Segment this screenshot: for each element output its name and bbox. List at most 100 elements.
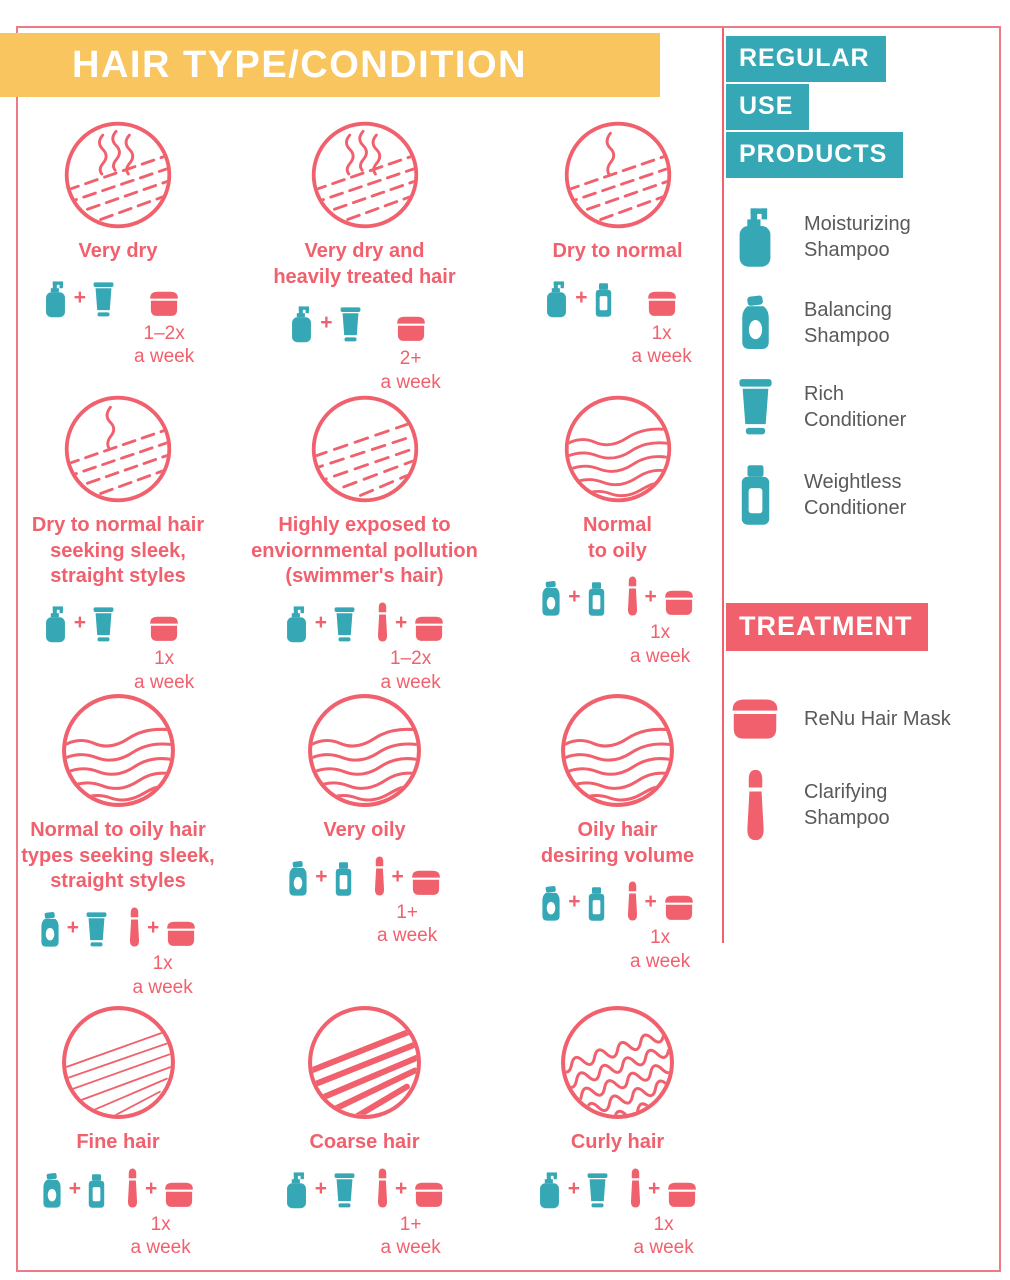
rich-icon <box>84 911 109 948</box>
hair-type-cell-very-dry-treated: Very dry and heavily treated hair + 2+ a… <box>218 118 511 395</box>
mask-icon <box>147 289 181 318</box>
clarifying-icon <box>628 1167 643 1209</box>
hair-condition-icon <box>557 690 678 811</box>
treatment-products-legend: ReNu Hair Mask Clarifying Shampoo <box>726 695 1004 844</box>
legend-item-moisturizing-shampoo: Moisturizing Shampoo <box>726 206 1004 268</box>
hair-type-cell-fine: Fine hair + + 1x a week <box>18 1002 218 1260</box>
hair-type-cell-very-dry: Very dry + 1–2x a week <box>18 118 218 369</box>
treatment-group: 1x a week <box>134 600 194 695</box>
hair-type-label: Dry to normal hair seeking sleek, straig… <box>31 514 205 588</box>
regular-products-group: + <box>536 1166 610 1209</box>
page-title: HAIR TYPE/CONDITION <box>72 43 527 86</box>
hair-type-cell-oily-volume: Oily hair desiring volume + + 1x a week <box>511 690 724 974</box>
moisturizing-icon <box>288 305 315 343</box>
product-recommendation: + + 1x a week <box>38 905 199 1000</box>
balancing-icon <box>40 1172 64 1209</box>
mask-icon <box>728 695 782 742</box>
treatment-group: 1–2x a week <box>134 275 194 370</box>
hair-type-label: Normal to oily <box>583 514 652 562</box>
treatment-group: 1x a week <box>632 275 692 370</box>
frequency-label: 2+ a week <box>380 348 441 393</box>
regular-products-group: + <box>38 905 109 948</box>
regular-products-group: + <box>42 275 116 318</box>
moisturizing-icon <box>283 605 310 643</box>
hair-condition-icon <box>304 690 425 811</box>
legend-item-renu-hair-mask: ReNu Hair Mask <box>726 695 1004 742</box>
legend-icon-box <box>726 206 784 268</box>
plus-separator: + <box>68 1176 81 1200</box>
legend-icon-box <box>726 463 784 527</box>
product-recommendation: + 1x a week <box>543 275 692 370</box>
weightless-icon <box>593 282 614 318</box>
product-recommendation: + + 1–2x a week <box>283 600 447 695</box>
plus-separator: + <box>315 864 328 888</box>
hair-type-grid: Very dry + 1–2x a week Very dry and heav… <box>18 118 724 1260</box>
treatment-header: TREATMENT <box>726 603 929 651</box>
hair-condition-icon <box>61 118 175 232</box>
hair-type-label: Fine hair <box>76 1131 160 1153</box>
hair-type-cell-very-oily: Very oily + + 1+ a week <box>218 690 511 948</box>
treatment-group: + 1x a week <box>125 1166 196 1261</box>
regular-header-line-2: USE <box>726 84 810 130</box>
plus-separator: + <box>568 585 581 609</box>
hair-condition-icon <box>58 690 179 811</box>
treatment-products: + <box>628 1166 699 1209</box>
moisturizing-icon <box>536 1171 563 1209</box>
mask-icon <box>394 314 428 343</box>
frequency-label: 1x a week <box>630 927 691 972</box>
hair-type-cell-pollution: Highly exposed to enviornmental pollutio… <box>218 392 511 694</box>
rich-icon <box>585 1172 610 1209</box>
plus-separator: + <box>320 311 333 335</box>
legend-icon-box <box>726 294 784 351</box>
hair-type-label: Very dry <box>78 240 158 262</box>
weightless-icon <box>586 886 607 922</box>
mask-icon <box>412 1180 446 1209</box>
legend-icon-box <box>726 695 784 742</box>
regular-header-line-1: REGULAR <box>726 36 886 82</box>
mask-icon <box>412 614 446 643</box>
frequency-label: 1x a week <box>134 647 195 693</box>
plus-separator: + <box>147 915 160 939</box>
frequency-label: 1–2x a week <box>380 647 441 693</box>
legend-label: Moisturizing Shampoo <box>804 213 911 261</box>
legend-item-weightless-conditioner: Weightless Conditioner <box>726 463 1004 527</box>
frequency-label: 1x a week <box>130 1213 191 1259</box>
treatment-group: + 1+ a week <box>375 1166 446 1261</box>
treatment-products <box>645 275 679 318</box>
regular-products-group: + <box>283 600 357 643</box>
regular-header-line-3: PRODUCTS <box>726 132 904 178</box>
treatment-products: + <box>125 1166 196 1209</box>
plus-separator: + <box>395 1176 408 1200</box>
legend-item-clarifying-shampoo: Clarifying Shampoo <box>726 766 1004 844</box>
treatment-products: + <box>625 879 696 922</box>
treatment-group: + 1x a week <box>127 905 198 1000</box>
legend-item-rich-conditioner: Rich Conditioner <box>726 377 1004 437</box>
hair-condition-icon <box>308 392 422 506</box>
product-recommendation: + + 1x a week <box>539 574 696 669</box>
rich-icon <box>91 281 116 318</box>
frequency-label: 1–2x a week <box>134 322 195 368</box>
clarifying-icon <box>375 1167 390 1209</box>
plus-separator: + <box>644 585 657 609</box>
moisturizing-icon <box>42 605 69 643</box>
plus-separator: + <box>66 915 79 939</box>
frequency-label: 1x a week <box>633 1213 694 1259</box>
moisturizing-icon <box>42 280 69 318</box>
product-recommendation: + + 1x a week <box>40 1166 197 1261</box>
rich-icon <box>736 377 775 437</box>
hair-condition-icon <box>561 392 675 506</box>
treatment-group: + 1x a week <box>625 574 696 669</box>
treatment-group: + 1x a week <box>625 879 696 974</box>
moisturizing-icon <box>283 1171 310 1209</box>
legend-label: Rich Conditioner <box>804 383 907 431</box>
hair-type-label: Very oily <box>323 819 406 841</box>
header-banner: HAIR TYPE/CONDITION <box>0 33 660 97</box>
product-recommendation: + + 1x a week <box>536 1166 700 1261</box>
mask-icon <box>645 289 679 318</box>
clarifying-icon <box>375 601 390 643</box>
weightless-icon <box>737 463 774 527</box>
frequency-label: 1x a week <box>132 952 193 998</box>
treatment-group: + 1+ a week <box>372 854 443 949</box>
legend-icon-box <box>726 377 784 437</box>
hair-type-cell-dry-to-normal: Dry to normal + 1x a week <box>511 118 724 369</box>
